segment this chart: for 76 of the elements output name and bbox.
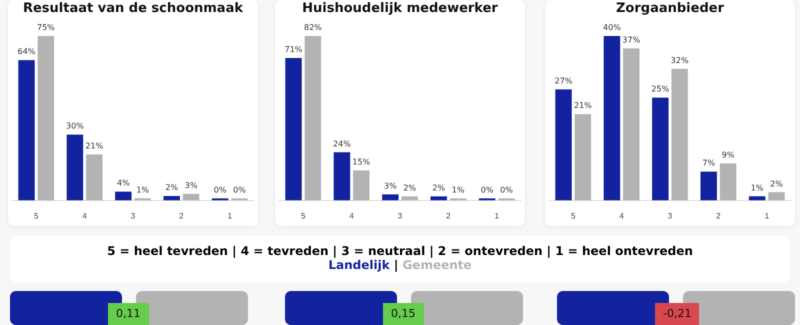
text: 5 = heel tevreden | 4 = tevreden | 3 = neutraal | 2 = ontevreden | 1 = heel ontevreden [106,244,694,258]
data-label: 3% [384,181,398,190]
data-label: 82% [304,23,322,32]
data-label: 7% [702,158,716,168]
text: | [392,258,400,272]
data-label: 30% [66,122,84,131]
x-tick-label: 4 [82,211,88,220]
data-label: 37% [622,35,641,44]
data-label: 27% [554,76,573,86]
data-label: 1% [750,183,764,192]
data-label: 15% [352,157,371,166]
x-tick-label: 4 [619,211,624,220]
bar [768,192,785,200]
data-label: 0% [480,185,494,194]
x-tick-label: 3 [130,211,136,220]
bar [182,194,200,200]
data-label: 2% [165,183,178,192]
data-label: 21% [85,141,104,150]
chart-title: Zorgaanbieder [615,0,725,18]
bar [285,58,302,200]
text: Landelijk [328,258,390,272]
x-tick-label: 2 [446,211,452,220]
data-label: 0% [500,185,514,194]
data-label: 1% [452,185,465,194]
x-tick-label: 1 [764,211,770,220]
bar [115,192,132,200]
bar [353,170,370,200]
chart-title: Huishoudelijk medewerker [301,0,499,18]
bar [66,134,84,200]
data-label: 32% [670,56,689,65]
bar [38,36,54,200]
chart-title: Resultaat van de schoonmaak [22,0,244,18]
x-tick-label: 1 [494,211,500,220]
x-tick-label: 2 [716,211,722,220]
x-tick-label: 1 [228,211,233,220]
bar [604,36,620,200]
data-label: 2% [403,183,416,192]
bar [18,60,35,200]
data-label: 25% [651,84,670,94]
x-tick-label: 3 [668,211,673,220]
text: 0,11 [108,303,148,325]
text: -0,21 [655,303,700,325]
data-label: 3% [184,180,198,190]
data-label: 9% [722,150,735,160]
bar [304,36,322,200]
x-tick-label: 2 [179,211,184,220]
bar [555,89,572,200]
data-label: 64% [18,47,36,56]
bar [334,152,350,200]
data-label: 1% [136,185,150,194]
x-tick-label: 3 [398,211,403,220]
data-label: 21% [574,101,592,110]
bar [671,68,688,200]
text: Gemeente [402,258,472,272]
bar [163,196,180,200]
x-tick-label: 5 [300,211,306,220]
text: 0,15 [383,303,424,325]
bar [86,154,103,200]
bar [574,114,592,200]
bar [720,163,736,200]
data-label: 40% [603,23,622,32]
x-tick-label: 5 [34,211,39,220]
data-label: 2% [770,179,784,188]
data-label: 4% [116,178,130,188]
data-label: 24% [333,139,352,148]
data-label: 0% [233,185,246,194]
x-tick-label: 5 [570,211,576,220]
data-label: 2% [432,183,446,192]
data-label: 71% [284,45,303,54]
bar [652,98,669,200]
bar [700,172,717,200]
bar [623,48,640,200]
data-label: 0% [214,185,227,194]
bar [382,194,399,200]
data-label: 75% [36,23,56,32]
x-tick-label: 4 [349,211,354,220]
